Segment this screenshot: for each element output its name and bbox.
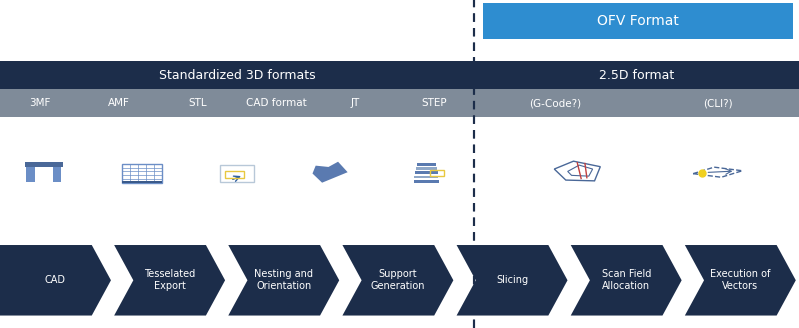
- Text: OFV Format: OFV Format: [597, 14, 679, 28]
- Polygon shape: [570, 245, 682, 316]
- Text: CAD format: CAD format: [246, 98, 307, 108]
- FancyBboxPatch shape: [415, 172, 438, 174]
- Text: Standardized 3D formats: Standardized 3D formats: [158, 69, 316, 82]
- Text: 3MF: 3MF: [29, 98, 50, 108]
- FancyBboxPatch shape: [122, 181, 162, 183]
- Text: (G-Code?): (G-Code?): [529, 98, 581, 108]
- FancyBboxPatch shape: [417, 163, 436, 166]
- Text: Tesselated
Export: Tesselated Export: [144, 270, 195, 291]
- FancyBboxPatch shape: [414, 180, 439, 183]
- FancyBboxPatch shape: [416, 167, 437, 170]
- FancyBboxPatch shape: [474, 61, 799, 89]
- FancyBboxPatch shape: [0, 61, 474, 89]
- Polygon shape: [456, 245, 567, 316]
- Polygon shape: [312, 162, 348, 183]
- Text: (CLI?): (CLI?): [703, 98, 733, 108]
- Text: Support
Generation: Support Generation: [371, 270, 425, 291]
- FancyBboxPatch shape: [26, 163, 34, 182]
- Polygon shape: [0, 245, 111, 316]
- Text: Execution of
Vectors: Execution of Vectors: [710, 270, 770, 291]
- FancyBboxPatch shape: [483, 3, 793, 39]
- FancyBboxPatch shape: [25, 162, 62, 167]
- Polygon shape: [229, 245, 340, 316]
- Polygon shape: [114, 245, 225, 316]
- FancyBboxPatch shape: [474, 89, 799, 117]
- Text: JT: JT: [351, 98, 360, 108]
- Text: STL: STL: [188, 98, 207, 108]
- Text: AMF: AMF: [108, 98, 129, 108]
- Text: 2.5D format: 2.5D format: [598, 69, 674, 82]
- Polygon shape: [343, 245, 453, 316]
- Text: Nesting and
Orientation: Nesting and Orientation: [254, 270, 313, 291]
- FancyBboxPatch shape: [415, 175, 439, 178]
- Text: STEP: STEP: [422, 98, 447, 108]
- Text: Scan Field
Allocation: Scan Field Allocation: [602, 270, 651, 291]
- FancyBboxPatch shape: [0, 89, 474, 117]
- FancyBboxPatch shape: [53, 163, 62, 182]
- Polygon shape: [685, 245, 796, 316]
- Text: Slicing: Slicing: [496, 275, 528, 285]
- Text: CAD: CAD: [45, 275, 66, 285]
